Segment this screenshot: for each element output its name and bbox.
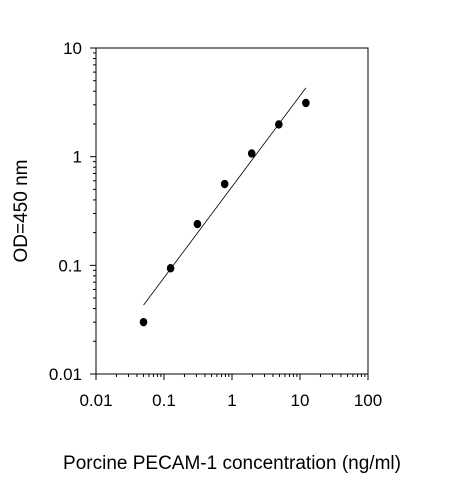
y-tick-label: 1 xyxy=(73,148,82,167)
y-axis: 0.01 0.1 1 10 xyxy=(49,39,96,384)
plot-frame xyxy=(95,47,369,375)
fit-line xyxy=(143,87,307,306)
y-tick-label: 10 xyxy=(63,39,82,58)
x-tick-label: 10 xyxy=(291,391,310,410)
data-points xyxy=(139,98,310,327)
data-point xyxy=(193,219,202,229)
data-point xyxy=(220,179,229,189)
data-point xyxy=(247,149,256,158)
data-point xyxy=(139,317,148,327)
x-axis: 0.01 0.1 1 10 100 xyxy=(79,374,382,410)
x-axis-title: Porcine PECAM-1 concentration (ng/ml) xyxy=(63,453,401,474)
y-axis-title: OD=450 nm xyxy=(11,160,32,263)
x-tick-label: 100 xyxy=(354,391,382,410)
x-tick-label: 0.01 xyxy=(79,391,112,410)
y-tick-label: 0.1 xyxy=(58,256,82,275)
data-point xyxy=(275,120,283,129)
data-point xyxy=(302,98,310,108)
x-tick-label: 1 xyxy=(227,391,236,410)
x-tick-label: 0.1 xyxy=(152,391,176,410)
y-tick-label: 0.01 xyxy=(49,365,82,384)
data-point xyxy=(166,264,175,273)
